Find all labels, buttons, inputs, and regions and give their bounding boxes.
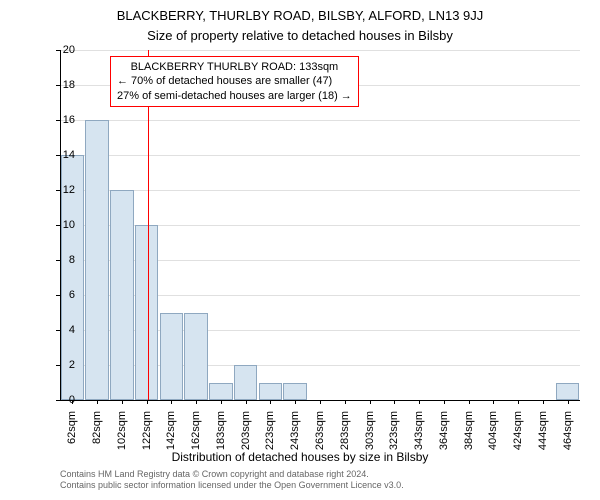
x-tick-label: 364sqm <box>438 411 450 451</box>
y-tick-label: 16 <box>63 114 75 126</box>
x-tick-mark <box>147 400 148 404</box>
y-tick-mark <box>56 295 60 296</box>
gridline <box>60 120 580 121</box>
histogram-bar <box>110 190 134 400</box>
y-tick-mark <box>56 330 60 331</box>
y-axis-line <box>60 50 61 400</box>
histogram-bar <box>184 313 208 401</box>
x-tick-label: 102sqm <box>116 411 128 451</box>
histogram-bar <box>209 383 233 401</box>
annotation-line-2: ← 70% of detached houses are smaller (47… <box>117 74 352 88</box>
y-tick-label: 18 <box>63 79 75 91</box>
x-tick-mark <box>543 400 544 404</box>
y-tick-mark <box>56 260 60 261</box>
histogram-bar <box>85 120 109 400</box>
y-tick-mark <box>56 120 60 121</box>
y-tick-label: 20 <box>63 44 75 56</box>
x-tick-mark <box>270 400 271 404</box>
x-tick-mark <box>196 400 197 404</box>
x-tick-label: 142sqm <box>165 411 177 451</box>
x-tick-label: 384sqm <box>463 411 475 451</box>
x-tick-label: 183sqm <box>215 411 227 451</box>
annotation-box: BLACKBERRY THURLBY ROAD: 133sqm ← 70% of… <box>110 56 359 107</box>
chart-title-sub: Size of property relative to detached ho… <box>147 28 453 43</box>
x-tick-label: 424sqm <box>512 411 524 451</box>
histogram-bar <box>259 383 283 401</box>
x-tick-label: 82sqm <box>91 411 103 451</box>
x-tick-label: 203sqm <box>240 411 252 451</box>
y-tick-label: 10 <box>63 219 75 231</box>
x-tick-label: 323sqm <box>388 411 400 451</box>
annotation-line-1: BLACKBERRY THURLBY ROAD: 133sqm <box>117 60 352 74</box>
x-tick-mark <box>122 400 123 404</box>
x-tick-label: 464sqm <box>562 411 574 451</box>
x-tick-label: 243sqm <box>289 411 301 451</box>
x-tick-label: 223sqm <box>264 411 276 451</box>
x-tick-mark <box>518 400 519 404</box>
x-tick-mark <box>370 400 371 404</box>
y-tick-mark <box>56 365 60 366</box>
y-tick-label: 12 <box>63 184 75 196</box>
x-tick-mark <box>295 400 296 404</box>
x-tick-mark <box>469 400 470 404</box>
x-tick-mark <box>72 400 73 404</box>
x-tick-label: 283sqm <box>339 411 351 451</box>
y-tick-mark <box>56 190 60 191</box>
y-tick-label: 8 <box>69 254 75 266</box>
x-tick-label: 444sqm <box>537 411 549 451</box>
x-tick-mark <box>493 400 494 404</box>
x-tick-label: 343sqm <box>413 411 425 451</box>
y-tick-mark <box>56 50 60 51</box>
x-tick-label: 122sqm <box>141 411 153 451</box>
x-tick-mark <box>246 400 247 404</box>
y-tick-mark <box>56 225 60 226</box>
y-tick-label: 6 <box>69 289 75 301</box>
x-tick-mark <box>419 400 420 404</box>
histogram-bar <box>283 383 307 401</box>
x-tick-mark <box>394 400 395 404</box>
annotation-line-3: 27% of semi-detached houses are larger (… <box>117 89 352 103</box>
x-tick-mark <box>345 400 346 404</box>
y-tick-label: 2 <box>69 359 75 371</box>
footer-line-2: Contains public sector information licen… <box>60 480 404 492</box>
y-tick-label: 14 <box>63 149 75 161</box>
x-tick-mark <box>171 400 172 404</box>
x-tick-label: 404sqm <box>487 411 499 451</box>
footer-text: Contains HM Land Registry data © Crown c… <box>60 469 404 492</box>
histogram-bar <box>234 365 258 400</box>
x-tick-label: 162sqm <box>190 411 202 451</box>
histogram-bar <box>135 225 159 400</box>
y-tick-mark <box>56 400 60 401</box>
gridline <box>60 50 580 51</box>
x-tick-mark <box>320 400 321 404</box>
chart-container: BLACKBERRY, THURLBY ROAD, BILSBY, ALFORD… <box>0 0 600 500</box>
x-tick-label: 263sqm <box>314 411 326 451</box>
x-tick-mark <box>444 400 445 404</box>
y-tick-label: 4 <box>69 324 75 336</box>
histogram-bar <box>160 313 184 401</box>
x-tick-mark <box>221 400 222 404</box>
x-tick-label: 303sqm <box>364 411 376 451</box>
chart-title-main: BLACKBERRY, THURLBY ROAD, BILSBY, ALFORD… <box>117 8 484 23</box>
y-tick-mark <box>56 155 60 156</box>
footer-line-1: Contains HM Land Registry data © Crown c… <box>60 469 404 481</box>
x-tick-mark <box>97 400 98 404</box>
y-tick-mark <box>56 85 60 86</box>
histogram-bar <box>556 383 580 401</box>
x-tick-mark <box>568 400 569 404</box>
gridline <box>60 190 580 191</box>
x-tick-label: 62sqm <box>66 411 78 451</box>
gridline <box>60 155 580 156</box>
x-axis-label: Distribution of detached houses by size … <box>172 450 429 464</box>
